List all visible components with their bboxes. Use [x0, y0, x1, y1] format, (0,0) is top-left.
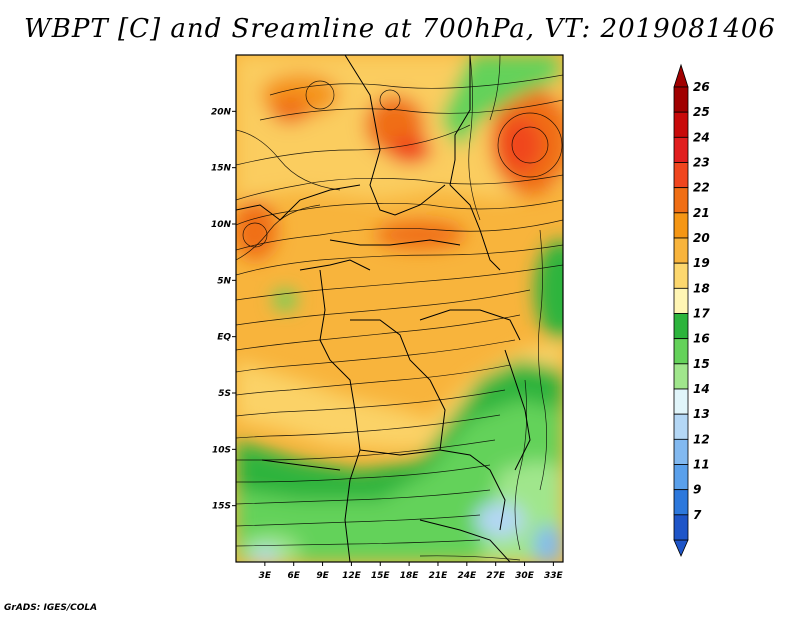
colorbar-swatch-14 — [673, 388, 689, 415]
lat-tick-label-2: 10N — [211, 220, 232, 230]
lon-tick-label-1: 6E — [287, 571, 300, 581]
lon-tick-label-9: 30E — [515, 571, 535, 581]
colorbar-label-15: 15 — [693, 357, 710, 371]
colorbar-label-12: 12 — [693, 432, 710, 446]
latitude-axis: 20N 15N 10N 5N EQ 5S 10S 15S — [211, 107, 236, 512]
colorbar-swatch-11 — [673, 464, 689, 491]
colorbar: 26 25 24 23 22 21 20 19 18 17 16 15 14 13 12 11 9 7 — [673, 63, 710, 557]
colorbar-label-20: 20 — [693, 231, 710, 245]
lon-tick-label-8: 27E — [486, 571, 506, 581]
lat-tick-label-6: 10S — [212, 445, 231, 455]
colorbar-swatch-12 — [673, 438, 689, 465]
colorbar-swatch-23 — [673, 162, 689, 189]
colorbar-label-26: 26 — [693, 80, 710, 94]
colorbar-label-14: 14 — [693, 382, 710, 396]
colorbar-swatch-26 — [673, 86, 689, 113]
colorbar-swatch-24 — [673, 136, 689, 163]
colorbar-bottom-arrow — [673, 539, 689, 557]
colorbar-label-17: 17 — [693, 307, 710, 321]
wbpt-shading — [236, 55, 563, 562]
colorbar-swatch-20 — [673, 237, 689, 264]
lat-tick-label-4: EQ — [217, 333, 231, 343]
lat-tick-label-1: 15N — [211, 164, 232, 174]
lat-tick-label-7: 15S — [212, 502, 231, 512]
lon-tick-label-0: 3E — [259, 571, 272, 581]
map-frame — [235, 54, 564, 563]
colorbar-swatch-19 — [673, 262, 689, 289]
lat-tick-label-5: 5S — [218, 389, 231, 399]
colorbar-label-18: 18 — [693, 281, 710, 295]
streamlines — [236, 55, 563, 561]
lon-tick-label-7: 24E — [457, 571, 477, 581]
country-borders — [236, 55, 531, 562]
colorbar-swatch-13 — [673, 413, 689, 440]
colorbar-swatch-25 — [673, 111, 689, 138]
map-title: WBPT [C] and Sreamline at 700hPa, VT: 20… — [24, 14, 776, 44]
lon-tick-label-10: 33E — [544, 571, 564, 581]
lat-tick-label-3: 5N — [217, 276, 231, 286]
colorbar-label-9: 9 — [693, 483, 701, 497]
lon-tick-label-5: 18E — [400, 571, 420, 581]
colorbar-swatch-16 — [673, 338, 689, 365]
colorbar-swatch-17 — [673, 313, 689, 340]
colorbar-swatch-9 — [673, 489, 689, 516]
colorbar-label-25: 25 — [693, 105, 710, 119]
colorbar-label-13: 13 — [693, 407, 710, 421]
colorbar-label-24: 24 — [693, 130, 710, 144]
colorbar-top-arrow — [673, 63, 689, 88]
colorbar-swatch-18 — [673, 287, 689, 314]
lon-tick-label-3: 12E — [342, 571, 362, 581]
colorbar-swatch-22 — [673, 187, 689, 214]
colorbar-label-19: 19 — [693, 256, 710, 270]
colorbar-label-7: 7 — [693, 508, 702, 522]
colorbar-swatch-21 — [673, 212, 689, 239]
lat-tick-label-0: 20N — [211, 107, 232, 117]
lon-tick-label-6: 21E — [429, 571, 449, 581]
colorbar-label-23: 23 — [693, 156, 710, 170]
lon-tick-label-4: 15E — [371, 571, 391, 581]
colorbar-swatch-7 — [673, 514, 689, 541]
colorbar-label-21: 21 — [693, 206, 710, 220]
longitude-axis: 3E 6E 9E 12E 15E 18E 21E 24E 27E 30E 33E — [259, 562, 564, 581]
colorbar-label-11: 11 — [693, 458, 710, 472]
grads-credit: GrADS: IGES/COLA — [4, 603, 98, 613]
colorbar-swatch-15 — [673, 363, 689, 390]
colorbar-label-22: 22 — [693, 181, 710, 195]
lon-tick-label-2: 9E — [316, 571, 329, 581]
colorbar-label-16: 16 — [693, 332, 710, 346]
